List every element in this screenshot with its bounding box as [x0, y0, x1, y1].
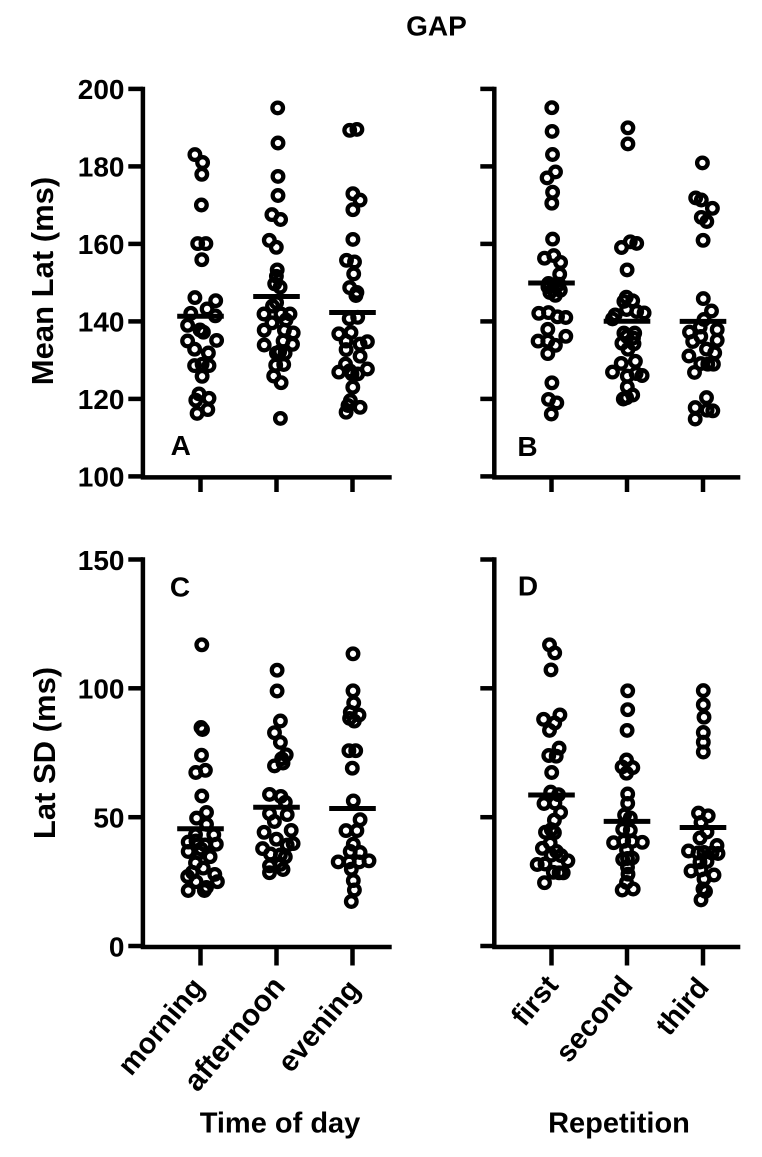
- svg-text:Lat SD (ms): Lat SD (ms): [27, 667, 62, 839]
- svg-text:100: 100: [78, 674, 125, 705]
- svg-text:Repetition: Repetition: [548, 1108, 690, 1140]
- svg-text:0: 0: [109, 931, 125, 962]
- svg-text:200: 200: [78, 74, 125, 105]
- svg-text:A: A: [171, 430, 191, 461]
- svg-text:D: D: [518, 570, 538, 601]
- svg-text:GAP: GAP: [406, 11, 467, 42]
- svg-text:B: B: [517, 431, 537, 462]
- svg-text:Time of day: Time of day: [200, 1108, 361, 1140]
- svg-text:Mean Lat (ms): Mean Lat (ms): [25, 177, 60, 385]
- svg-text:150: 150: [78, 545, 125, 576]
- svg-text:50: 50: [93, 803, 124, 834]
- svg-text:C: C: [170, 572, 190, 603]
- svg-text:180: 180: [78, 152, 125, 183]
- svg-text:100: 100: [78, 462, 125, 493]
- svg-text:160: 160: [78, 229, 125, 260]
- svg-text:140: 140: [78, 307, 125, 338]
- svg-text:120: 120: [78, 384, 125, 415]
